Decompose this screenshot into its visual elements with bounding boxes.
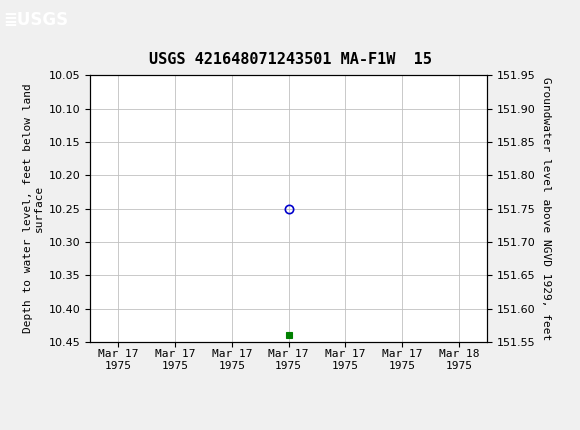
Text: ≣USGS: ≣USGS (3, 11, 68, 29)
Text: USGS 421648071243501 MA-F1W  15: USGS 421648071243501 MA-F1W 15 (148, 52, 432, 67)
Y-axis label: Groundwater level above NGVD 1929, feet: Groundwater level above NGVD 1929, feet (541, 77, 551, 340)
Legend: Period of approved data: Period of approved data (188, 429, 389, 430)
Y-axis label: Depth to water level, feet below land
surface: Depth to water level, feet below land su… (23, 84, 44, 333)
